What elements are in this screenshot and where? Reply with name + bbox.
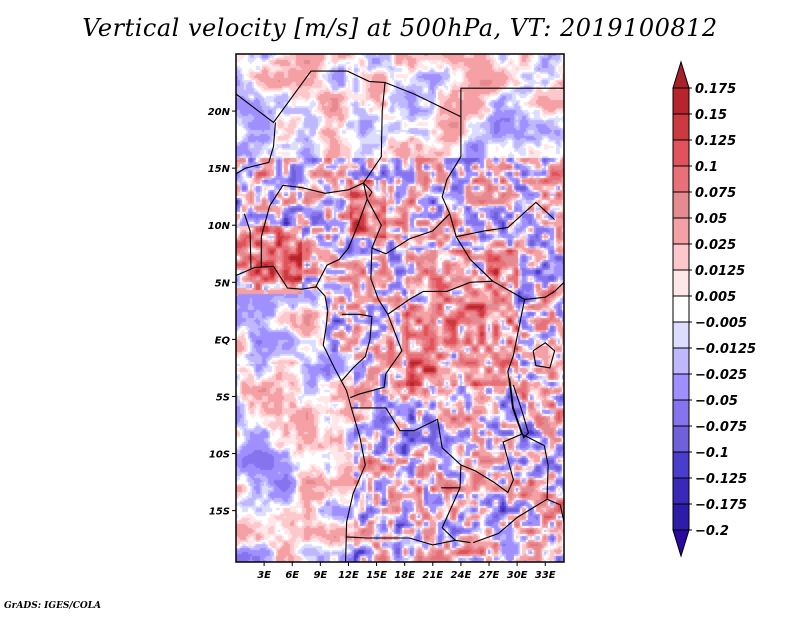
colorbar-label: −0.025 — [695, 368, 747, 383]
border-south-sudan-car — [455, 236, 494, 282]
colorbar-swatch — [672, 87, 690, 115]
x-tick-label: 27E — [479, 570, 500, 581]
colorbar-label: −0.2 — [695, 524, 729, 539]
colorbar-label: −0.0125 — [695, 342, 756, 357]
y-tick-label: EQ — [215, 335, 231, 346]
colorbar-label: −0.125 — [695, 472, 747, 487]
colorbar-swatch — [672, 191, 690, 219]
border-drc-east — [492, 280, 526, 435]
x-axis: 3E 6E 9E 12E 15E 18E 21E 24E 27E 30E 33E — [257, 562, 556, 581]
colorbar-swatch — [672, 243, 690, 271]
colorbar-label: 0.075 — [695, 186, 736, 201]
border-nigeria-cameroon — [315, 182, 368, 288]
border-mali-niger — [236, 122, 276, 175]
colorbar-swatch — [672, 295, 690, 323]
y-tick-label: 10S — [209, 450, 230, 461]
y-tick-label: 15S — [209, 507, 230, 518]
country-boundaries — [236, 70, 564, 562]
y-tick-label: 15N — [208, 164, 231, 175]
border-south-sudan-uganda — [524, 281, 564, 300]
y-axis: 20N 15N 10N 5N EQ 5S 10S 15S — [208, 107, 236, 518]
border-car-drc — [387, 280, 493, 315]
colorbar-swatch — [672, 139, 690, 167]
x-tick-label: 3E — [257, 570, 271, 581]
x-tick-label: 18E — [394, 570, 415, 581]
y-tick-label: 5N — [215, 278, 231, 289]
border-drc-zambia — [460, 433, 523, 494]
colorbar-label: 0.175 — [695, 82, 736, 97]
colorbar-swatch — [672, 113, 690, 141]
y-tick-label: 20N — [208, 107, 231, 118]
colorbar-label: 0.125 — [695, 134, 736, 149]
border-chad-cameroon-car — [366, 198, 451, 255]
colorbar-top-arrow — [672, 60, 690, 89]
border-malawi — [546, 498, 564, 523]
colorbar-bottom-arrow — [672, 529, 690, 558]
colorbar-swatch — [672, 451, 690, 479]
border-cameroon-car — [370, 248, 389, 315]
x-tick-label: 6E — [285, 570, 299, 581]
colorbar-swatch — [672, 503, 690, 531]
colorbar-swatch — [672, 321, 690, 349]
colorbar-swatch — [672, 165, 690, 193]
colorbar-label: 0.1 — [695, 160, 718, 175]
y-tick-label: 5S — [216, 392, 230, 403]
x-tick-label: 30E — [507, 570, 528, 581]
colorbar-label: −0.175 — [695, 498, 747, 513]
colorbar-label: −0.005 — [695, 316, 747, 331]
vertical-velocity-field — [236, 54, 564, 562]
colorbar-label: 0.025 — [695, 238, 736, 253]
colorbar-label: −0.075 — [695, 420, 747, 435]
border-libya-chad-sudan — [384, 81, 471, 118]
colorbar-swatch — [672, 269, 690, 297]
colorbar-swatch — [672, 399, 690, 427]
x-tick-label: 9E — [313, 570, 327, 581]
grads-credit: GrADS: IGES/COLA — [4, 601, 102, 611]
y-tick-label: 10N — [208, 221, 231, 232]
border-angola-zambia — [441, 487, 461, 541]
x-tick-label: 21E — [422, 570, 443, 581]
border-togo-benin — [243, 213, 252, 269]
lake-victoria — [532, 342, 556, 369]
border-niger-chad — [347, 70, 386, 184]
border-sudan-south-sudan — [456, 201, 555, 238]
border-algeria-niger — [236, 70, 348, 124]
x-tick-label: 24E — [451, 570, 472, 581]
colorbar-label: −0.1 — [695, 446, 729, 461]
x-tick-label: 12E — [338, 570, 359, 581]
border-benin-nigeria — [260, 205, 271, 268]
colorbar-swatch — [672, 347, 690, 375]
border-chad-sudan — [441, 116, 462, 237]
colorbar-swatch — [672, 373, 690, 401]
border-angola-namibia — [346, 536, 471, 546]
map-frame — [235, 53, 565, 563]
border-zambia-east — [472, 433, 549, 544]
colorbar: 0.175 0.15 0.125 0.1 0.075 0.05 0.025 0.0125 0.0… — [672, 60, 756, 558]
colorbar-swatch — [672, 425, 690, 453]
border-gabon-congo — [340, 313, 373, 382]
x-tick-label: 15E — [366, 570, 387, 581]
colorbar-label: 0.05 — [695, 212, 727, 227]
colorbar-label: 0.005 — [695, 290, 736, 305]
colorbar-label: −0.05 — [695, 394, 738, 409]
colorbar-swatch — [672, 477, 690, 505]
lake-tanganyika — [509, 378, 530, 439]
colorbar-swatch — [672, 217, 690, 245]
border-drc-angola — [351, 407, 462, 488]
lake-chad — [363, 182, 373, 197]
west-africa-coastline — [236, 265, 366, 562]
colorbar-label: 0.15 — [695, 108, 727, 123]
border-congo-drc — [350, 314, 403, 399]
colorbar-label: 0.0125 — [695, 264, 745, 279]
x-tick-label: 33E — [535, 570, 556, 581]
chart-title: Vertical velocity [m/s] at 500hPa, VT: 2… — [82, 14, 718, 42]
border-niger-nigeria — [269, 182, 364, 207]
